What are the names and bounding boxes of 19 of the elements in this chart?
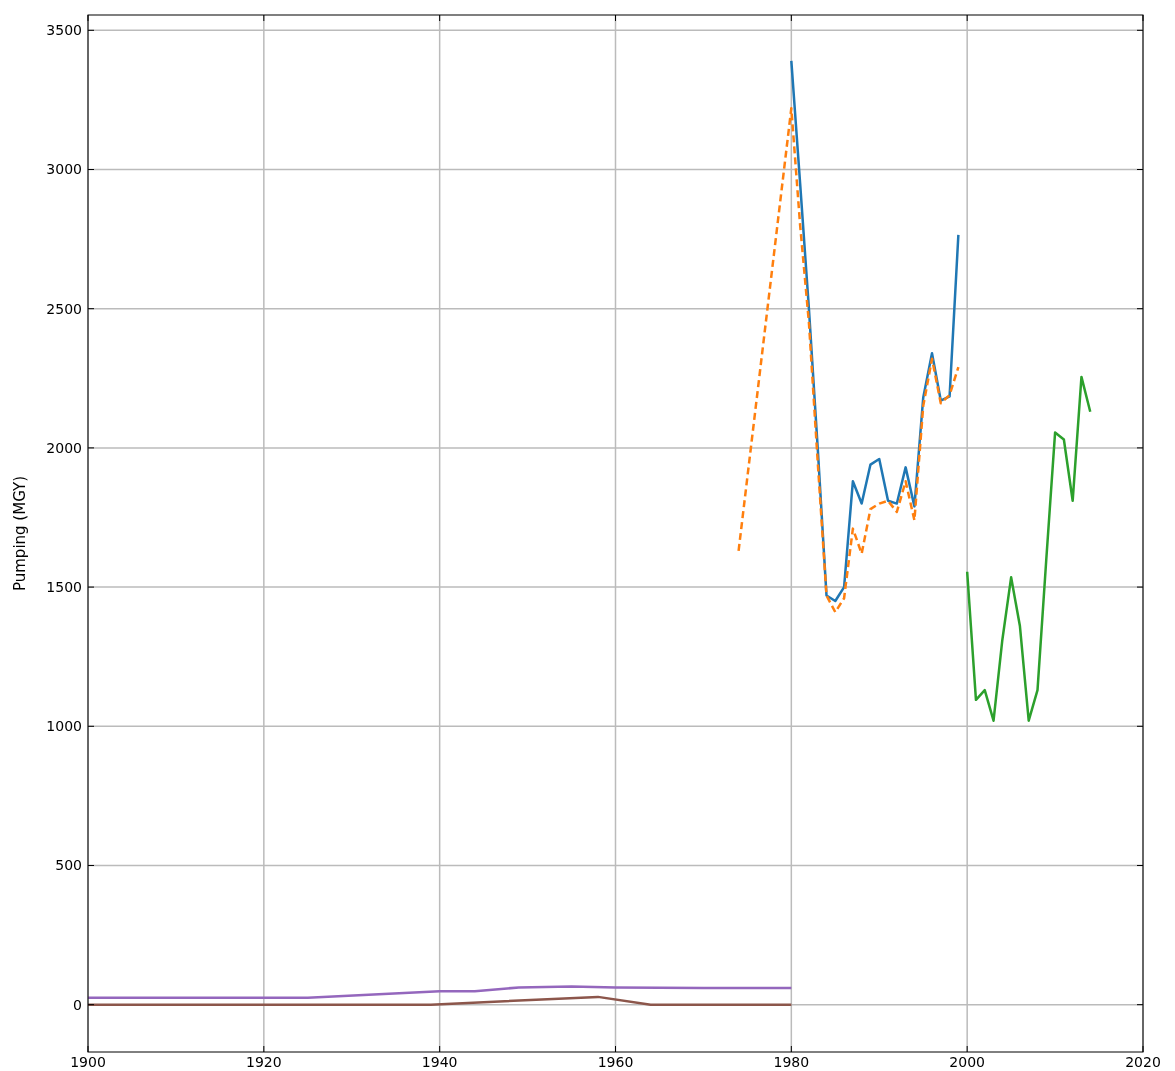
y-tick-label: 2000 bbox=[46, 439, 82, 456]
line-series bbox=[737, 107, 960, 614]
line-series bbox=[965, 375, 1092, 722]
y-tick-label: 1000 bbox=[46, 718, 82, 735]
x-tick-label: 2000 bbox=[949, 1054, 985, 1070]
y-tick-label: 500 bbox=[55, 857, 82, 874]
line-series bbox=[86, 985, 793, 999]
y-tick-label: 3500 bbox=[46, 22, 82, 39]
x-tick-label: 1940 bbox=[421, 1054, 458, 1070]
y-axis-title: Pumping (MGY) bbox=[11, 475, 29, 592]
y-tick-label: 2500 bbox=[46, 300, 82, 317]
y-tick-label: 0 bbox=[73, 996, 82, 1013]
x-tick-label: 1920 bbox=[246, 1054, 282, 1070]
x-tick-label: 2020 bbox=[1125, 1054, 1161, 1070]
x-tick-label: 1960 bbox=[597, 1054, 634, 1070]
x-tick-label: 1980 bbox=[773, 1054, 810, 1070]
y-tick-label: 1500 bbox=[46, 578, 82, 595]
y-tick-label: 3000 bbox=[46, 161, 82, 178]
x-tick-label: 1900 bbox=[70, 1054, 106, 1070]
